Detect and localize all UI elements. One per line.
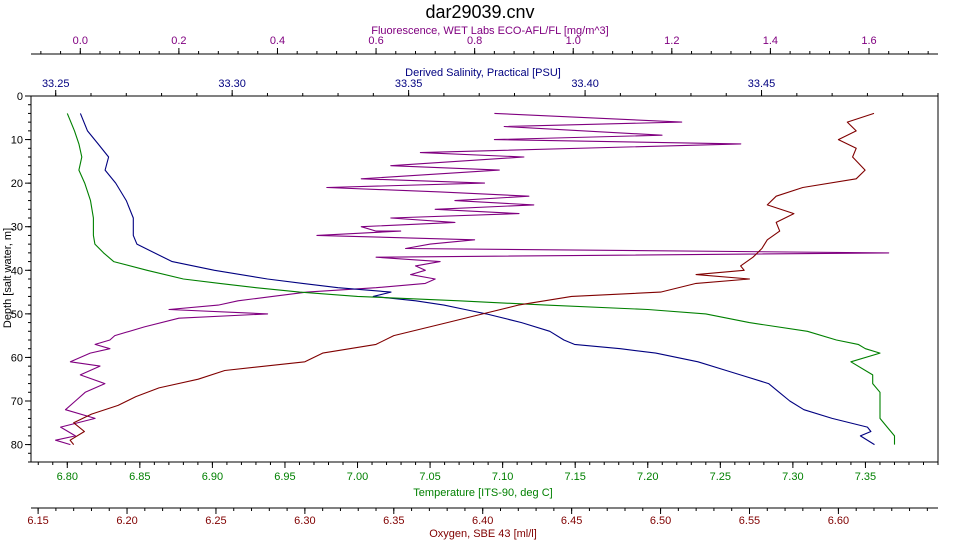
depth-tick-label: 40 [11, 265, 23, 277]
fluorescence-tick-label: 1.4 [763, 35, 778, 47]
fluorescence-tick-label: 0.8 [467, 35, 482, 47]
oxygen-tick-label: 6.15 [27, 515, 48, 527]
salinity-axis: 33.25 33.30 33.35 33.40 33.45 [42, 78, 939, 96]
temperature-axis: 6.80 6.85 6.90 6.95 7.00 7.05 7.10 7.15 7.20 7.25… [37, 462, 939, 483]
temperature-tick-label: 7.20 [637, 471, 658, 483]
temperature-tick-label: 7.05 [419, 471, 440, 483]
oxygen-tick-label: 6.20 [116, 515, 137, 527]
temperature-tick-label: 7.15 [564, 471, 585, 483]
salinity-tick-label: 33.25 [42, 78, 70, 90]
fluorescence-tick-label: 0.2 [171, 35, 186, 47]
fluorescence-tick-label: 0.4 [270, 35, 285, 47]
fluorescence-series-line [55, 112, 890, 446]
temperature-tick-label: 6.85 [129, 471, 150, 483]
salinity-tick-label: 33.35 [395, 78, 423, 90]
temperature-tick-label: 6.95 [274, 471, 295, 483]
depth-tick-label: 20 [11, 178, 23, 190]
salinity-series-line [79, 113, 875, 446]
depth-tick-label: 10 [11, 135, 23, 147]
oxygen-tick-label: 6.55 [739, 515, 760, 527]
depth-tick-label: 50 [11, 309, 23, 321]
fluorescence-axis: 0.0 0.2 0.4 0.6 0.8 1.0 1.2 1.4 1.6 [31, 35, 938, 55]
temperature-series-line [66, 113, 896, 445]
temperature-tick-label: 6.90 [202, 471, 223, 483]
fluorescence-tick-label: 0.6 [368, 35, 383, 47]
depth-tick-label: 30 [11, 222, 23, 234]
depth-tick-label: 70 [11, 396, 23, 408]
depth-tick-label: 0 [17, 91, 23, 103]
temperature-tick-label: 7.10 [492, 471, 513, 483]
oxygen-tick-label: 6.40 [472, 515, 493, 527]
oxygen-tick-label: 6.45 [561, 515, 582, 527]
salinity-tick-label: 33.30 [218, 78, 246, 90]
axes-layer: 0.0 0.2 0.4 0.6 0.8 1.0 1.2 1.4 1.633.25 33.30 33.… [11, 35, 939, 527]
depth-tick-label: 60 [11, 352, 23, 364]
chart-title: dar29039.cnv [425, 2, 534, 22]
temperature-tick-label: 7.00 [347, 471, 368, 483]
oxygen-axis-label: Oxygen, SBE 43 [ml/l] [429, 528, 537, 540]
depth-axis-label: Depth [salt water, m] [2, 228, 14, 328]
fluorescence-tick-label: 1.6 [861, 35, 876, 47]
temperature-tick-label: 7.25 [710, 471, 731, 483]
depth-axis: 0 10 20 30 40 50 60 70 80 [11, 91, 31, 463]
depth-tick-label: 80 [11, 440, 23, 452]
oxygen-tick-label: 6.60 [828, 515, 849, 527]
temperature-tick-label: 7.30 [782, 471, 803, 483]
oxygen-axis: 6.15 6.20 6.25 6.30 6.35 6.40 6.45 6.50 6.55 6.60 [27, 507, 938, 527]
temperature-tick-label: 7.35 [855, 471, 876, 483]
temperature-axis-label: Temperature [ITS-90, deg C] [413, 487, 552, 499]
fluorescence-tick-label: 0.0 [73, 35, 88, 47]
oxygen-tick-label: 6.50 [650, 515, 671, 527]
fluorescence-tick-label: 1.0 [566, 35, 581, 47]
series-layer [55, 112, 896, 446]
oxygen-series-line [69, 112, 875, 445]
temperature-tick-label: 6.80 [57, 471, 78, 483]
oxygen-tick-label: 6.35 [383, 515, 404, 527]
oxygen-tick-label: 6.30 [294, 515, 315, 527]
salinity-axis-label: Derived Salinity, Practical [PSU] [405, 67, 561, 79]
fluorescence-axis-label: Fluorescence, WET Labs ECO-AFL/FL [mg/m^… [371, 25, 608, 37]
salinity-tick-label: 33.40 [571, 78, 599, 90]
fluorescence-tick-label: 1.2 [664, 35, 679, 47]
salinity-tick-label: 33.45 [748, 78, 776, 90]
oxygen-tick-label: 6.25 [205, 515, 226, 527]
